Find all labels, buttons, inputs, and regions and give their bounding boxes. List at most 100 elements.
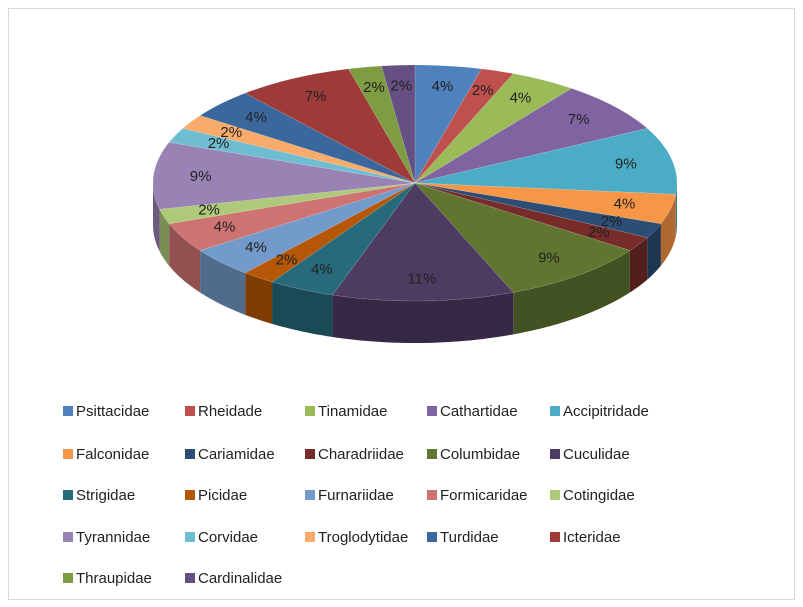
data-label: 4% bbox=[510, 90, 532, 107]
legend-label: Cardinalidae bbox=[198, 570, 282, 587]
legend-label: Falconidae bbox=[76, 446, 149, 463]
data-label: 11% bbox=[407, 271, 436, 288]
slice bbox=[168, 182, 416, 251]
data-label: 4% bbox=[614, 195, 636, 212]
slice-side bbox=[169, 223, 201, 293]
legend-label: Rheidade bbox=[198, 403, 262, 420]
data-label: 4% bbox=[245, 109, 267, 126]
slice bbox=[168, 128, 416, 184]
data-label: 2% bbox=[276, 252, 298, 269]
slice-side bbox=[159, 209, 170, 266]
legend-swatch bbox=[427, 449, 437, 459]
data-label: 7% bbox=[305, 88, 327, 105]
data-label: 2% bbox=[208, 135, 230, 152]
data-label: 2% bbox=[220, 124, 242, 141]
slice-side bbox=[660, 194, 676, 266]
legend-swatch bbox=[550, 449, 560, 459]
legend-swatch bbox=[550, 406, 560, 416]
legend-swatch bbox=[185, 573, 195, 583]
legend-label: Cuculidae bbox=[563, 446, 630, 463]
legend-label: Cathartidae bbox=[440, 403, 518, 420]
data-label: 9% bbox=[190, 168, 212, 185]
legend-label: Psittacidae bbox=[76, 403, 149, 420]
legend-label: Corvidae bbox=[198, 529, 258, 546]
slice-side bbox=[332, 292, 514, 343]
slice bbox=[414, 182, 662, 238]
legend-swatch bbox=[63, 573, 73, 583]
legend-label: Troglodytidae bbox=[318, 529, 408, 546]
legend-label: Accipitridade bbox=[563, 403, 649, 420]
slice-side bbox=[153, 183, 160, 252]
legend-swatch bbox=[185, 490, 195, 500]
slice bbox=[381, 64, 416, 184]
legend-label: Formicaridae bbox=[440, 487, 528, 504]
data-label: 2% bbox=[198, 201, 220, 218]
data-label: 4% bbox=[311, 261, 333, 278]
data-label: 2% bbox=[588, 224, 610, 241]
slice bbox=[414, 88, 648, 184]
legend-label: Strigidae bbox=[76, 487, 135, 504]
slice bbox=[414, 128, 678, 195]
legend-swatch bbox=[63, 406, 73, 416]
slice bbox=[414, 182, 631, 293]
legend-label: Tyrannidae bbox=[76, 529, 150, 546]
legend-swatch bbox=[185, 449, 195, 459]
legend-swatch bbox=[427, 406, 437, 416]
slice bbox=[182, 115, 416, 184]
data-label: 9% bbox=[538, 250, 560, 267]
data-label: 4% bbox=[245, 239, 267, 256]
slice bbox=[159, 182, 416, 225]
data-label: 4% bbox=[214, 219, 236, 236]
slice-side bbox=[272, 281, 333, 337]
slice bbox=[414, 182, 677, 225]
data-label: 7% bbox=[568, 111, 590, 128]
legend-swatch bbox=[550, 532, 560, 542]
data-label: 2% bbox=[601, 213, 623, 230]
legend-swatch bbox=[185, 406, 195, 416]
legend-swatch bbox=[63, 532, 73, 542]
legend-swatch bbox=[427, 532, 437, 542]
legend-label: Cariamidae bbox=[198, 446, 275, 463]
slice-side bbox=[675, 183, 677, 237]
legend-label: Cotingidae bbox=[563, 487, 635, 504]
slice bbox=[414, 73, 573, 184]
legend-label: Icteridae bbox=[563, 529, 621, 546]
slice bbox=[244, 182, 416, 283]
slice bbox=[244, 68, 416, 184]
legend-swatch bbox=[305, 406, 315, 416]
slice-side bbox=[200, 250, 246, 315]
data-label: 4% bbox=[432, 78, 454, 95]
slice bbox=[271, 182, 416, 296]
slice bbox=[199, 182, 416, 274]
legend-label: Columbidae bbox=[440, 446, 520, 463]
legend-swatch bbox=[305, 449, 315, 459]
slice bbox=[414, 68, 514, 184]
legend-swatch bbox=[550, 490, 560, 500]
legend-swatch bbox=[63, 449, 73, 459]
slice-side bbox=[629, 237, 648, 293]
slice bbox=[414, 182, 648, 251]
data-label: 2% bbox=[390, 77, 412, 94]
legend-label: Turdidae bbox=[440, 529, 499, 546]
legend-swatch bbox=[305, 532, 315, 542]
legend-swatch bbox=[185, 532, 195, 542]
slice bbox=[348, 65, 416, 184]
slice-side bbox=[647, 223, 661, 280]
data-label: 2% bbox=[363, 79, 385, 96]
legend-label: Charadriidae bbox=[318, 446, 404, 463]
slice bbox=[414, 64, 482, 184]
data-label: 2% bbox=[472, 82, 494, 99]
legend-swatch bbox=[305, 490, 315, 500]
legend-label: Tinamidae bbox=[318, 403, 387, 420]
slice bbox=[331, 182, 514, 302]
legend-label: Furnariidae bbox=[318, 487, 394, 504]
slice bbox=[152, 141, 416, 210]
slice-side bbox=[513, 250, 630, 335]
legend-label: Thraupidae bbox=[76, 570, 152, 587]
data-label: 9% bbox=[615, 155, 637, 172]
legend-swatch bbox=[427, 490, 437, 500]
slice-side bbox=[245, 272, 273, 324]
legend-label: Picidae bbox=[198, 487, 247, 504]
slice bbox=[199, 92, 416, 184]
